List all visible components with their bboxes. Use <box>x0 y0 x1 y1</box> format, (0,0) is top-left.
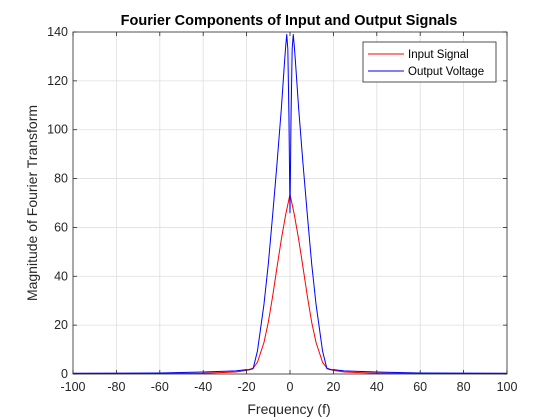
x-tick-label: -20 <box>238 380 256 394</box>
x-tick-label: -100 <box>60 380 85 394</box>
y-tick-label: 120 <box>47 74 68 88</box>
y-tick-label: 20 <box>54 318 68 332</box>
data-series <box>72 33 508 375</box>
legend: Input Signal Output Voltage <box>362 41 497 83</box>
y-tick-label: 40 <box>54 269 68 283</box>
x-tick-label: -40 <box>194 380 212 394</box>
x-tick-label: -80 <box>107 380 125 394</box>
x-tick-label: 80 <box>457 380 471 394</box>
y-tick-label: 140 <box>47 25 68 39</box>
y-axis-label: Magnitude of Fourier Transform <box>24 105 40 301</box>
axis-ticks: -100 -80 -60 -40 -20 0 20 40 60 80 100 0 20 40 60 80 100… <box>47 25 517 394</box>
y-tick-label: 80 <box>54 172 68 186</box>
x-axis-label: Frequency (f) <box>247 401 330 417</box>
y-tick-label: 100 <box>47 123 68 137</box>
x-tick-label: 40 <box>370 380 384 394</box>
x-tick-label: 0 <box>287 380 294 394</box>
chart-title: Fourier Components of Input and Output S… <box>121 13 458 29</box>
x-tick-label: 20 <box>326 380 340 394</box>
legend-label-output-voltage: Output Voltage <box>408 66 484 78</box>
x-tick-label: 60 <box>413 380 427 394</box>
legend-box <box>362 41 497 83</box>
series-line-output-voltage <box>72 33 508 374</box>
y-tick-label: 60 <box>54 220 68 234</box>
y-tick-label: 0 <box>61 367 68 381</box>
legend-label-input-signal: Input Signal <box>408 49 469 61</box>
x-tick-label: 100 <box>497 380 518 394</box>
x-tick-label: -60 <box>151 380 169 394</box>
grid-lines <box>73 32 507 374</box>
